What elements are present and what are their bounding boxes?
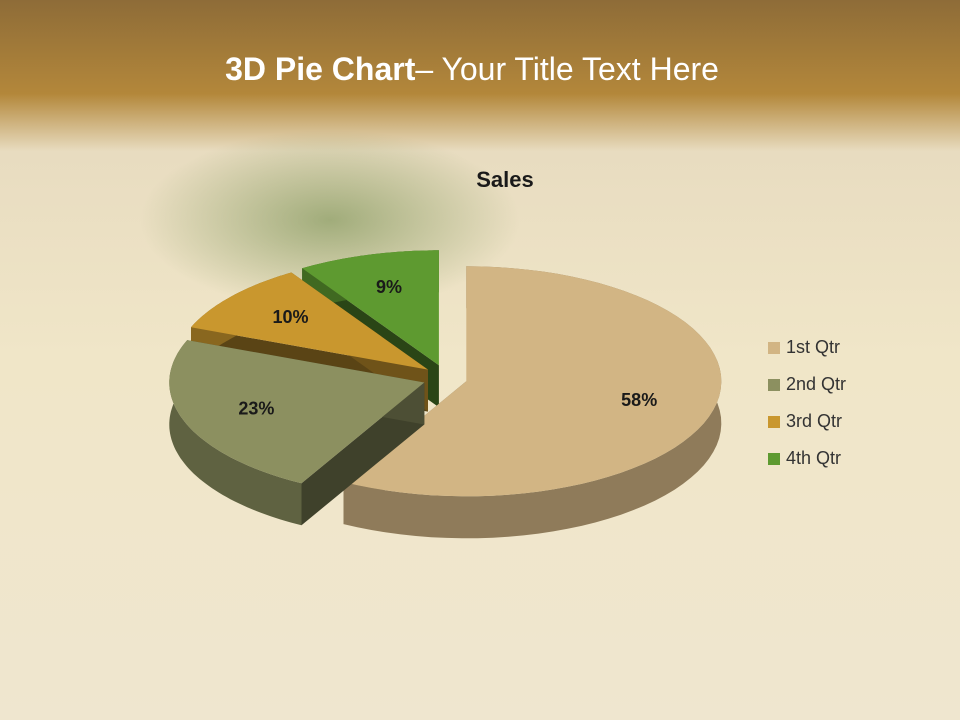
pie-slice: 58% xyxy=(343,266,722,539)
legend-swatch xyxy=(768,379,780,391)
slice-top xyxy=(302,250,439,366)
data-label: 9% xyxy=(376,277,402,297)
pie: 9% 10% 58% 23% xyxy=(169,250,722,539)
chart-title: Sales xyxy=(476,167,534,192)
legend-swatch xyxy=(768,453,780,465)
slice-top xyxy=(169,340,425,484)
slide-title: 3D Pie Chart– Your Title Text Here xyxy=(225,51,719,87)
slice-wall xyxy=(169,340,302,526)
legend-label: 4th Qtr xyxy=(786,448,841,468)
legend-swatch xyxy=(768,342,780,354)
slice-top xyxy=(191,272,428,370)
pie-slice: 23% xyxy=(169,340,425,526)
legend-label: 2nd Qtr xyxy=(786,374,846,394)
legend-swatch xyxy=(768,416,780,428)
data-label: 10% xyxy=(272,307,308,327)
legend-label: 3rd Qtr xyxy=(786,411,842,431)
slide-title-rest: – Your Title Text Here xyxy=(415,51,719,87)
legend-label: 1st Qtr xyxy=(786,337,840,357)
slice-wall xyxy=(343,266,722,539)
data-label: 58% xyxy=(621,390,657,410)
slide-title-bold: 3D Pie Chart xyxy=(225,51,416,87)
data-label: 23% xyxy=(238,398,274,418)
slice-top xyxy=(343,266,722,497)
legend: 1st Qtr 2nd Qtr 3rd Qtr 4th Qtr xyxy=(768,337,846,468)
